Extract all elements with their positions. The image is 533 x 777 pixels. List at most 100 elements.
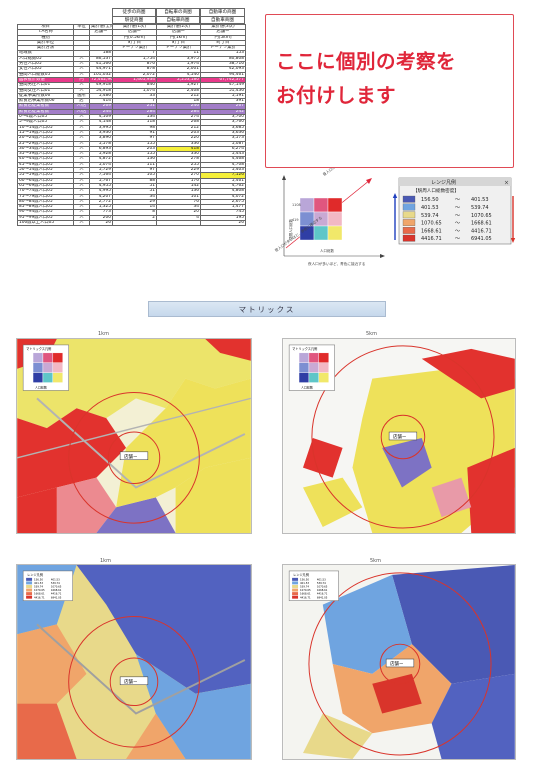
table-cell: 100歳以上人口05 [17, 219, 74, 227]
mini-legend-swatch [26, 595, 33, 599]
table-cell [112, 219, 157, 227]
table-cell: 集計値(全体) [89, 23, 113, 31]
table-cell: 円[5km] [200, 34, 246, 41]
matrix-tick-high: 1108 [292, 203, 301, 207]
mini-legend-title: レンジ凡例 [27, 572, 43, 577]
legend-swatch [402, 234, 416, 242]
table-row: 65〜69歳人口05 人 4,955 51 142 4,762 [17, 182, 246, 190]
table-cell: 26 [200, 219, 246, 227]
table-cell: 72,462,964 [89, 76, 113, 84]
mini-legend-from: 1070.65 [300, 588, 311, 592]
legend-range-from: 401.53 [421, 205, 439, 211]
matrix-tick-low: 419 [292, 218, 298, 222]
map2-matrix-cell [308, 372, 320, 383]
mini-legend-from: 4416.71 [300, 595, 311, 599]
mini-legend-from: 156.50 [34, 577, 43, 581]
mini-legend-swatch [26, 592, 33, 596]
legend-range-sep: 〜 [455, 221, 460, 227]
map-caption-4: 5km [370, 558, 381, 564]
table-cell: 101,032 [89, 71, 113, 78]
map1-matrix-cell [32, 372, 44, 383]
table-row: 35〜39歳人口05 人 5,928 155 330 5,443 [17, 151, 246, 158]
table-cell: ドーナツ集計 [200, 45, 246, 52]
store-marker-label-1: 店舗ー [124, 453, 137, 460]
legend-range-sep: 〜 [455, 213, 460, 219]
legend-swatch [402, 195, 416, 203]
mini-legend-to: 4416.71 [317, 592, 328, 596]
matrix-map-1km: 店舗ー マトリックス凡例 人口総数 [16, 338, 252, 534]
mini-legend-to: 539.74 [317, 581, 326, 585]
matrix-top-label: 昼人口が多いほど、赤色に接近する [322, 168, 372, 177]
mini-legend-swatch [26, 588, 33, 592]
legend-range-sep: 〜 [455, 197, 460, 203]
legend-range-to: 4416.71 [471, 228, 492, 234]
table-row: 50〜54歳人口05 人 5,729 97 229 5,403 [17, 166, 246, 174]
matrix-cell [299, 197, 315, 213]
table-row: T.A名称 店舗ー 店舗ー 店舗ー 店舗ー [17, 29, 246, 36]
map2-matrix-cell [298, 372, 310, 383]
mini-legend-from: 1668.61 [300, 592, 311, 596]
store-marker-label-2: 店舗ー [393, 433, 406, 440]
store-marker-label-4: 店舗ー [390, 660, 403, 667]
store-marker-label-3: 店舗ー [124, 678, 137, 685]
mini-legend-swatch [292, 595, 299, 599]
matrix-x-axis-label: 人口総数 [320, 248, 334, 253]
legend-range-to: 6941.05 [471, 236, 492, 242]
header-bike: 自転車の商圏 [156, 8, 200, 16]
matrix-cell [327, 211, 343, 227]
map1-matrix-cell [32, 352, 44, 363]
legend-swatch [402, 227, 416, 234]
map1-matrix-cell [42, 352, 54, 363]
header-walk: 徒歩の商圏 [112, 8, 156, 16]
mini-legend-from: 156.50 [300, 577, 309, 581]
mini-legend-to: 1070.65 [317, 585, 328, 589]
map1-matrix-cell [52, 362, 63, 373]
map2-matrix-cell [298, 352, 310, 363]
mini-legend-from: 539.74 [34, 585, 43, 589]
table-cell [156, 219, 201, 227]
legend-range-to: 401.53 [471, 197, 489, 203]
legend-range-to: 1668.61 [471, 221, 492, 227]
mini-legend-to: 6941.05 [51, 595, 62, 599]
map1-matrix-cell [52, 372, 63, 383]
map-caption-1: 1km [98, 331, 109, 337]
mini-legend-swatch [292, 588, 299, 592]
mini-legend-to: 539.74 [51, 581, 60, 585]
legend-range-sep: 〜 [455, 236, 460, 242]
mini-legend-from: 539.74 [300, 585, 309, 589]
map-legend-axis-1: 人口総数 [35, 384, 47, 389]
table-row: 20〜24歳人口05 人 3,890 97 220 3,573 [17, 135, 246, 142]
legend-range-from: 156.50 [421, 197, 439, 203]
table-cell: 集計値(3次) [200, 23, 246, 31]
map2-matrix-cell [318, 362, 329, 373]
map2-matrix-cell [308, 352, 320, 363]
header-car: 自動車の商圏 [200, 8, 245, 16]
table-row: 85〜89歳人口05 人 1,325 14 34 1,477 [17, 204, 246, 211]
mini-legend-title: レンジ凡例 [293, 572, 309, 577]
mini-legend-to: 401.53 [317, 577, 326, 581]
matrix-cell [327, 197, 343, 213]
matrix-cell [313, 225, 329, 241]
legend-swatch [402, 219, 416, 226]
table-cell: 67,742,377 [200, 76, 246, 84]
table-row: 飲食店従業者数 人/店 244 284 284 242 [17, 108, 246, 116]
mini-legend-swatch [292, 581, 299, 585]
matrix-diagram: 昼人口が多いほど、赤色に接近する 夜人口が多いほど、赤色に接近する 夜人口が多い… [274, 168, 385, 266]
legend-range-sep: 〜 [455, 205, 460, 211]
table-row: 60〜64歳人口05 人 5,767 88 176 5,461 [17, 177, 246, 184]
comment-box: ここに個別の考察を お付けします [265, 14, 514, 168]
mini-legend-swatch [26, 584, 33, 588]
matrix-y-axis-label: 昼間人口総数 [288, 219, 293, 240]
table-row: 15〜19歳人口05 人 3,930 91 203 3,636 [17, 129, 246, 137]
table-row: 集計方法 ドーナツ集計 ドーナツ集計 ドーナツ集計 [17, 45, 246, 52]
matrix-bottom-label: 夜人口が多いほど、青色に接近する [308, 261, 366, 266]
table-row: 30〜34歳人口05 人 6,893 203 418 6,274 [17, 145, 246, 153]
legend-range-from: 1668.61 [421, 228, 442, 234]
comment-line-2: お付けします [276, 84, 397, 107]
map-legend-title-1: マトリックス凡例 [26, 346, 51, 351]
legend-title: レンジ凡例 [431, 179, 456, 186]
map-legend-axis-2: 人口総数 [301, 384, 313, 389]
legend-range-sep: 〜 [455, 228, 460, 234]
